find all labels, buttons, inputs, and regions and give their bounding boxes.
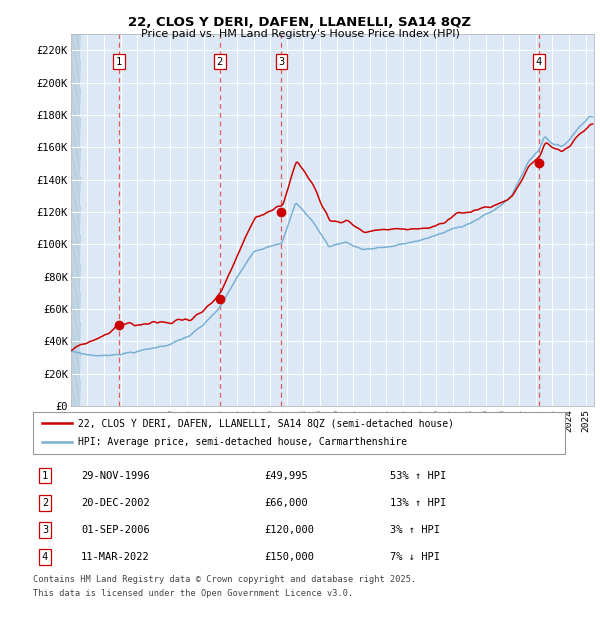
Text: Price paid vs. HM Land Registry's House Price Index (HPI): Price paid vs. HM Land Registry's House … — [140, 29, 460, 39]
Text: 29-NOV-1996: 29-NOV-1996 — [81, 471, 150, 480]
Text: 1: 1 — [42, 471, 48, 480]
Text: 2: 2 — [217, 56, 223, 66]
Text: 4: 4 — [536, 56, 542, 66]
Text: 4: 4 — [42, 552, 48, 562]
Text: 3: 3 — [278, 56, 284, 66]
Text: £49,995: £49,995 — [264, 471, 308, 480]
Text: HPI: Average price, semi-detached house, Carmarthenshire: HPI: Average price, semi-detached house,… — [78, 438, 407, 448]
Text: 2: 2 — [42, 498, 48, 508]
Text: 3: 3 — [42, 525, 48, 535]
Text: 1: 1 — [116, 56, 122, 66]
Text: 11-MAR-2022: 11-MAR-2022 — [81, 552, 150, 562]
Text: £150,000: £150,000 — [264, 552, 314, 562]
Text: 7% ↓ HPI: 7% ↓ HPI — [390, 552, 440, 562]
Text: This data is licensed under the Open Government Licence v3.0.: This data is licensed under the Open Gov… — [33, 589, 353, 598]
Text: 13% ↑ HPI: 13% ↑ HPI — [390, 498, 446, 508]
Text: £66,000: £66,000 — [264, 498, 308, 508]
Text: 20-DEC-2002: 20-DEC-2002 — [81, 498, 150, 508]
Text: 3% ↑ HPI: 3% ↑ HPI — [390, 525, 440, 535]
Text: Contains HM Land Registry data © Crown copyright and database right 2025.: Contains HM Land Registry data © Crown c… — [33, 575, 416, 585]
Text: 53% ↑ HPI: 53% ↑ HPI — [390, 471, 446, 480]
Text: 22, CLOS Y DERI, DAFEN, LLANELLI, SA14 8QZ: 22, CLOS Y DERI, DAFEN, LLANELLI, SA14 8… — [128, 16, 472, 29]
Text: 01-SEP-2006: 01-SEP-2006 — [81, 525, 150, 535]
Text: 22, CLOS Y DERI, DAFEN, LLANELLI, SA14 8QZ (semi-detached house): 22, CLOS Y DERI, DAFEN, LLANELLI, SA14 8… — [78, 418, 454, 428]
Text: £120,000: £120,000 — [264, 525, 314, 535]
